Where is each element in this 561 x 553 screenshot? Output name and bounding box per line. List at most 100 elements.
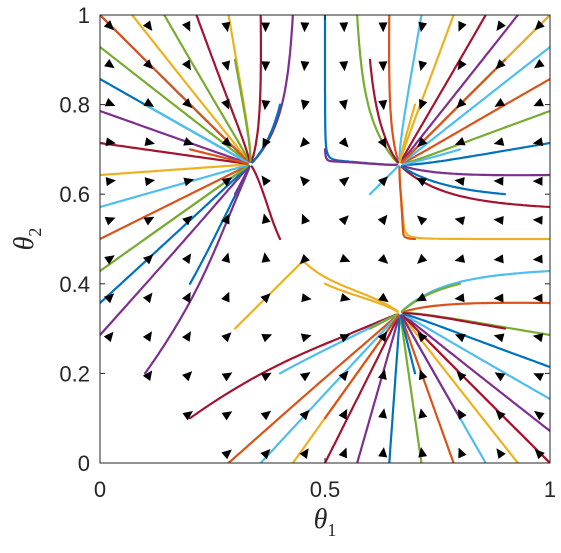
direction-arrow bbox=[182, 215, 193, 226]
x-tick-label: 0 bbox=[94, 477, 106, 502]
direction-arrow bbox=[338, 99, 348, 111]
direction-arrow bbox=[261, 175, 271, 187]
direction-arrow bbox=[493, 137, 505, 146]
direction-arrow bbox=[495, 59, 506, 70]
direction-arrow bbox=[221, 449, 232, 460]
streamline bbox=[400, 314, 462, 420]
direction-arrow bbox=[418, 21, 428, 33]
streamline bbox=[100, 109, 249, 165]
streamline bbox=[195, 15, 251, 163]
streamline bbox=[399, 315, 423, 463]
direction-arrow bbox=[103, 20, 114, 31]
direction-arrow bbox=[416, 177, 427, 187]
streamline bbox=[131, 15, 249, 162]
direction-arrow bbox=[454, 293, 465, 303]
direction-arrow bbox=[378, 99, 388, 111]
direction-arrow bbox=[458, 447, 467, 459]
direction-arrow bbox=[418, 369, 428, 381]
direction-arrow bbox=[182, 292, 191, 303]
direction-arrow bbox=[338, 447, 347, 459]
direction-arrow bbox=[261, 100, 271, 111]
y-tick-label: 0.2 bbox=[59, 361, 90, 386]
direction-arrow bbox=[338, 370, 349, 382]
streamline bbox=[401, 301, 550, 314]
direction-arrow bbox=[142, 370, 153, 381]
streamline bbox=[399, 15, 487, 163]
streamline bbox=[399, 314, 417, 375]
direction-arrow bbox=[338, 215, 349, 226]
streamline bbox=[400, 165, 550, 209]
direction-arrow bbox=[143, 254, 154, 265]
direction-arrow bbox=[419, 99, 428, 110]
streamline bbox=[388, 15, 400, 164]
streamline bbox=[233, 259, 399, 330]
streamline bbox=[401, 313, 550, 401]
direction-arrow bbox=[221, 21, 231, 33]
streamline bbox=[251, 103, 282, 164]
streamline bbox=[100, 45, 248, 163]
streamline bbox=[368, 58, 399, 164]
direction-arrow bbox=[378, 408, 387, 419]
direction-arrows bbox=[103, 20, 545, 460]
x-axis-label: θ1 bbox=[314, 504, 337, 540]
x-tick-label: 1 bbox=[544, 477, 556, 502]
direction-arrow bbox=[300, 137, 310, 148]
streamline bbox=[233, 166, 250, 196]
direction-arrow bbox=[496, 448, 506, 459]
direction-arrow bbox=[105, 137, 116, 147]
direction-arrow bbox=[456, 371, 467, 382]
direction-arrow bbox=[182, 59, 191, 71]
streamline bbox=[400, 165, 507, 196]
direction-arrow bbox=[262, 137, 271, 149]
streamline bbox=[402, 45, 550, 163]
direction-arrow bbox=[299, 409, 310, 421]
direction-arrow bbox=[339, 61, 349, 72]
streamline bbox=[401, 164, 550, 177]
direction-arrow bbox=[377, 254, 389, 264]
streamline bbox=[163, 15, 251, 163]
streamline bbox=[323, 148, 399, 167]
y-tick-label: 0.4 bbox=[59, 272, 90, 297]
direction-arrow bbox=[534, 20, 545, 31]
direction-arrow bbox=[261, 252, 271, 263]
direction-arrow bbox=[182, 253, 192, 264]
direction-arrow bbox=[454, 137, 466, 146]
direction-arrow bbox=[182, 411, 193, 421]
direction-arrow bbox=[378, 61, 388, 72]
direction-arrow bbox=[339, 334, 351, 343]
direction-arrow bbox=[532, 176, 543, 186]
streamline bbox=[388, 314, 401, 463]
direction-arrow bbox=[142, 331, 152, 342]
y-axis-label: θ2 bbox=[9, 228, 45, 251]
direction-arrow bbox=[454, 334, 466, 343]
direction-arrow bbox=[144, 177, 156, 187]
direction-arrow bbox=[338, 408, 348, 420]
direction-arrow bbox=[532, 293, 543, 303]
streamline bbox=[250, 15, 262, 164]
direction-arrow bbox=[104, 255, 115, 265]
direction-arrow bbox=[221, 98, 230, 110]
direction-arrow bbox=[301, 99, 310, 111]
direction-arrow bbox=[454, 216, 466, 226]
direction-arrow bbox=[496, 20, 506, 31]
streamline bbox=[401, 282, 462, 313]
direction-arrow bbox=[339, 22, 349, 33]
streamline bbox=[356, 15, 399, 164]
direction-arrow bbox=[301, 293, 312, 303]
direction-arrow bbox=[378, 292, 389, 303]
direction-arrow bbox=[377, 331, 388, 342]
direction-arrow bbox=[339, 253, 351, 263]
streamline bbox=[250, 165, 282, 241]
y-tick-label: 0 bbox=[78, 451, 90, 476]
direction-arrow bbox=[144, 137, 155, 146]
direction-arrow bbox=[143, 216, 155, 226]
direction-arrow bbox=[533, 98, 544, 107]
direction-arrow bbox=[183, 177, 195, 187]
streamline bbox=[188, 148, 249, 165]
streamline bbox=[356, 314, 401, 463]
direction-arrow bbox=[142, 20, 153, 31]
direction-arrow bbox=[417, 215, 428, 226]
direction-arrow bbox=[182, 371, 193, 382]
y-tick-label: 0.6 bbox=[59, 182, 90, 207]
